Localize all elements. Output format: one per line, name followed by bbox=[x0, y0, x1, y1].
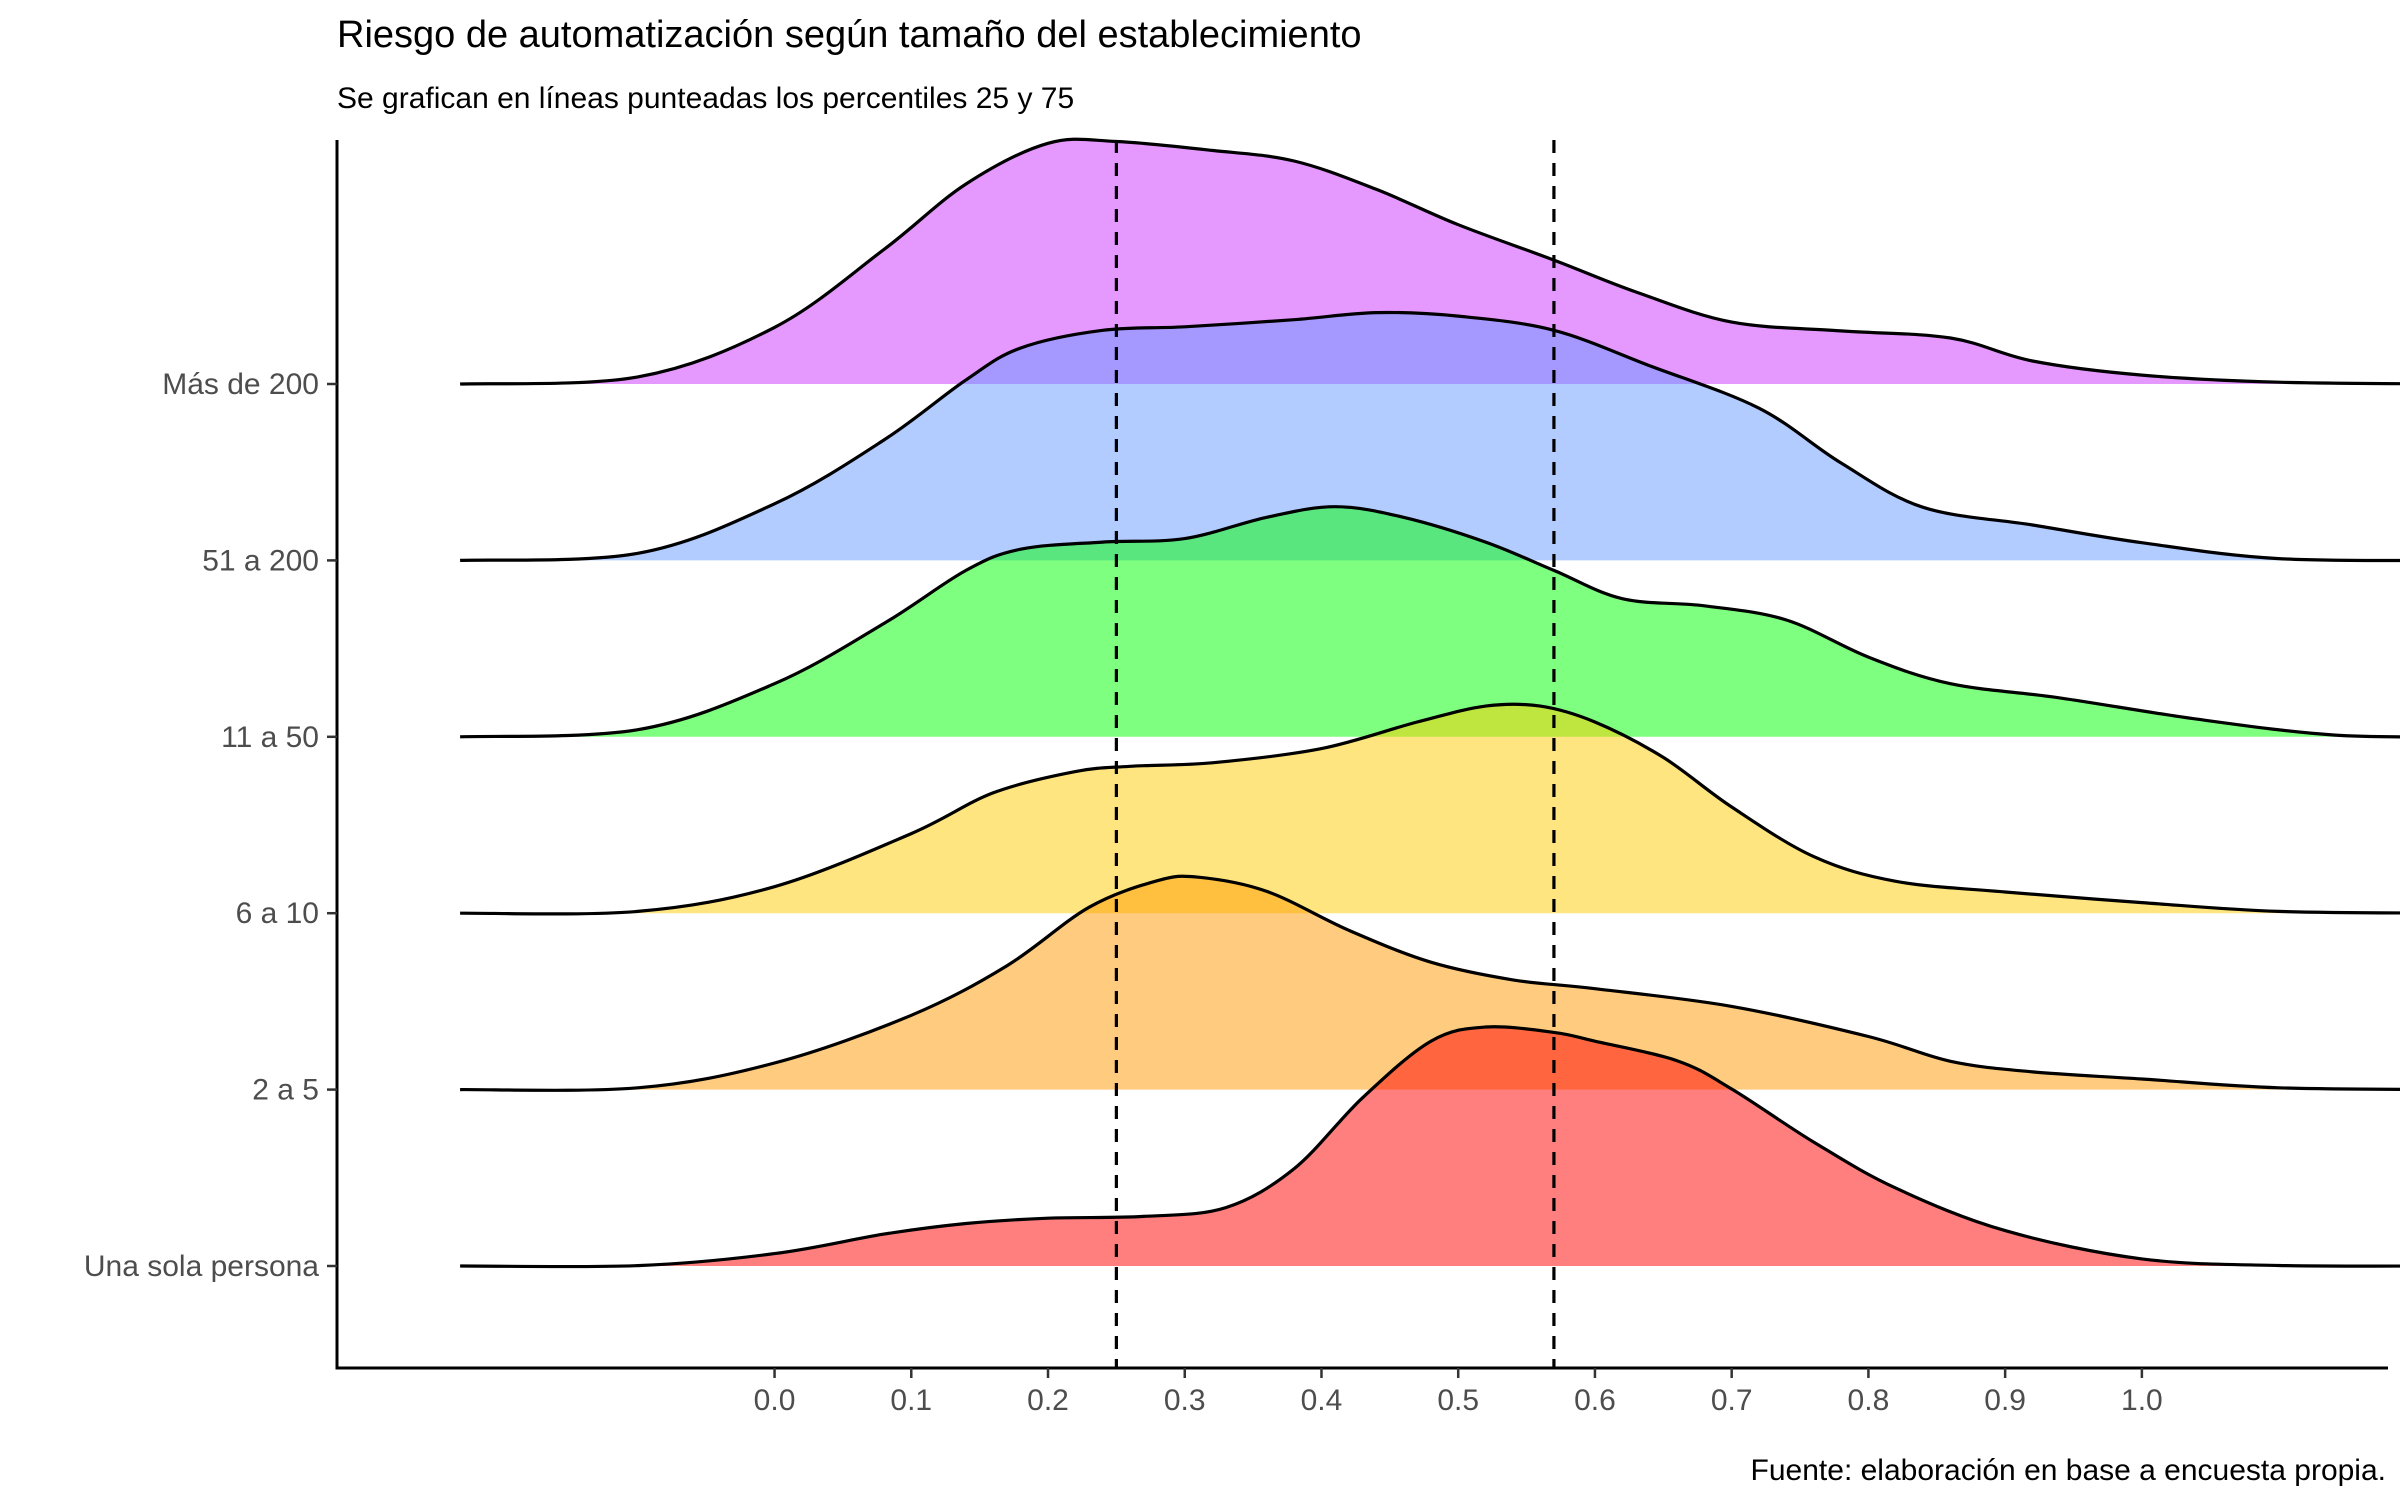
ridge-line-una-sola-persona bbox=[460, 1025, 2400, 1269]
ridge-fill-una-sola-persona bbox=[460, 1026, 2400, 1267]
ridges-group bbox=[460, 137, 2400, 1269]
ridge-line-51-a-200 bbox=[460, 310, 2400, 563]
chart-title: Riesgo de automatización según tamaño de… bbox=[337, 14, 1362, 56]
x-tick-label: 0.7 bbox=[1711, 1384, 1753, 1417]
y-tick-label-2-a-5: 2 a 5 bbox=[252, 1074, 319, 1107]
ridge-6-a-10 bbox=[460, 702, 2400, 916]
ridge-51-a-200 bbox=[460, 310, 2400, 563]
x-tick-label: 0.6 bbox=[1574, 1384, 1616, 1417]
ridge-line-2-a-5 bbox=[460, 874, 2400, 1092]
y-tick-label-una-sola-persona: Una sola persona bbox=[84, 1250, 319, 1283]
y-tick-label-6-a-10: 6 a 10 bbox=[236, 897, 319, 930]
y-tick-label-mas-de-200: Más de 200 bbox=[162, 368, 319, 401]
ridge-line-mas-de-200 bbox=[460, 137, 2400, 386]
x-tick-label: 1.0 bbox=[2121, 1384, 2163, 1417]
axes-group: 0.0 0.1 0.2 0.3 0.4 0.5 0.6 0.7 0.8 0.9 1.0 Una sol… bbox=[84, 140, 2388, 1417]
x-tick-label: 0.1 bbox=[890, 1384, 932, 1417]
ridge-line-6-a-10 bbox=[460, 702, 2400, 916]
ridge-line-11-a-50 bbox=[460, 505, 2400, 739]
ridge-una-sola-persona bbox=[460, 1025, 2400, 1269]
ridge-fill-11-a-50 bbox=[460, 506, 2400, 737]
ridge-mas-de-200 bbox=[460, 137, 2400, 386]
x-tick-label: 0.0 bbox=[754, 1384, 796, 1417]
ridge-fill-51-a-200 bbox=[460, 312, 2400, 561]
x-tick-label: 0.9 bbox=[1984, 1384, 2026, 1417]
x-tick-label: 0.5 bbox=[1437, 1384, 1479, 1417]
ridge-fill-2-a-5 bbox=[460, 876, 2400, 1091]
chart-caption: Fuente: elaboración en base a encuesta p… bbox=[1750, 1454, 2386, 1487]
ridge-11-a-50 bbox=[460, 505, 2400, 739]
x-tick-label: 0.2 bbox=[1027, 1384, 1069, 1417]
ridge-fill-6-a-10 bbox=[460, 704, 2400, 914]
y-tick-label-11-a-50: 11 a 50 bbox=[221, 721, 319, 754]
x-tick-label: 0.3 bbox=[1164, 1384, 1206, 1417]
x-tick-label: 0.4 bbox=[1301, 1384, 1343, 1417]
x-tick-label: 0.8 bbox=[1848, 1384, 1890, 1417]
chart-subtitle: Se grafican en líneas punteadas los perc… bbox=[337, 82, 1075, 115]
y-tick-label-51-a-200: 51 a 200 bbox=[202, 544, 319, 577]
ridge-2-a-5 bbox=[460, 874, 2400, 1092]
reference-lines-group bbox=[1114, 140, 1556, 1368]
